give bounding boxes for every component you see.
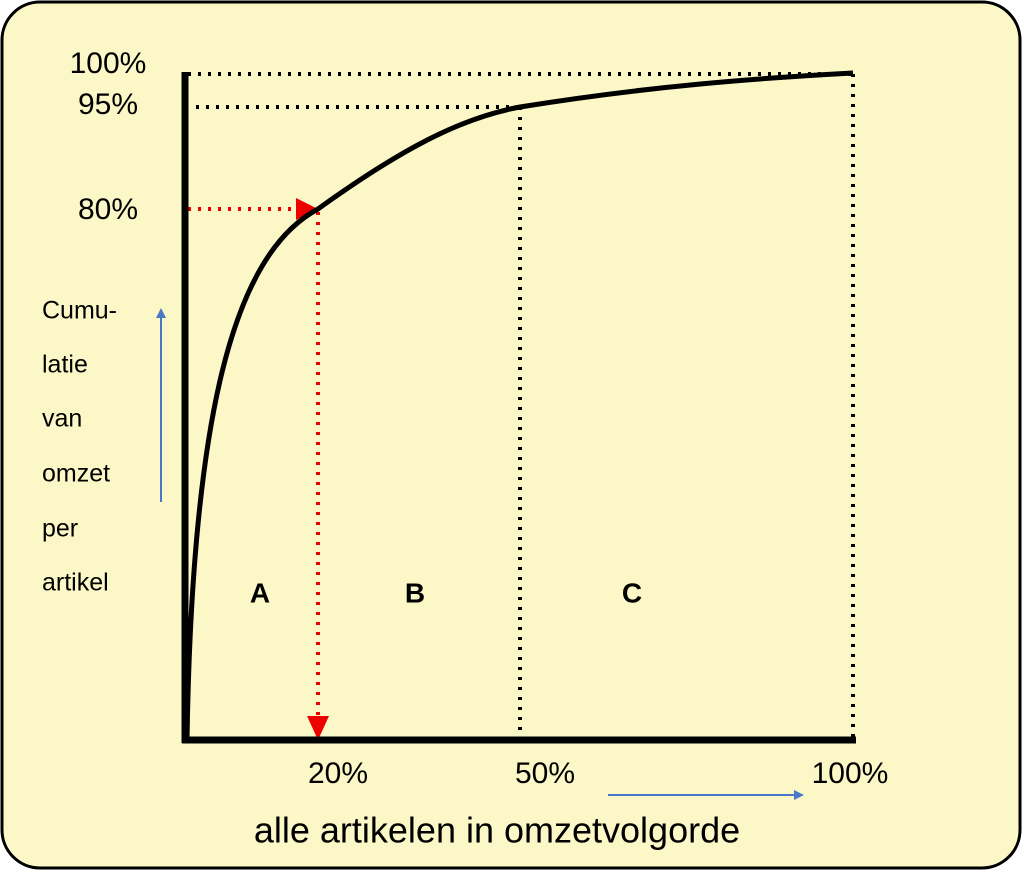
y-tick-label: 80% <box>78 193 138 226</box>
y-title-line: per <box>42 515 78 543</box>
region-label: B <box>405 577 425 608</box>
y-tick-label: 95% <box>78 88 138 121</box>
x-tick-label: 100% <box>812 757 889 790</box>
guides <box>188 72 855 738</box>
curve <box>184 70 854 741</box>
y-title-line: latie <box>42 351 88 379</box>
x-tick-label: 20% <box>308 757 368 790</box>
x-tick-label: 50% <box>515 757 575 790</box>
region-label: C <box>622 577 642 608</box>
region-label: A <box>250 577 270 608</box>
y-title-line: Cumu- <box>42 297 117 325</box>
y-tick-label: 100% <box>70 47 147 80</box>
y-title-line: artikel <box>42 569 109 597</box>
y-title-line: van <box>42 405 82 433</box>
red-arrows <box>188 198 329 740</box>
y-title-line: omzet <box>42 460 110 488</box>
x-title: alle artikelen in omzetvolgorde <box>254 810 740 851</box>
